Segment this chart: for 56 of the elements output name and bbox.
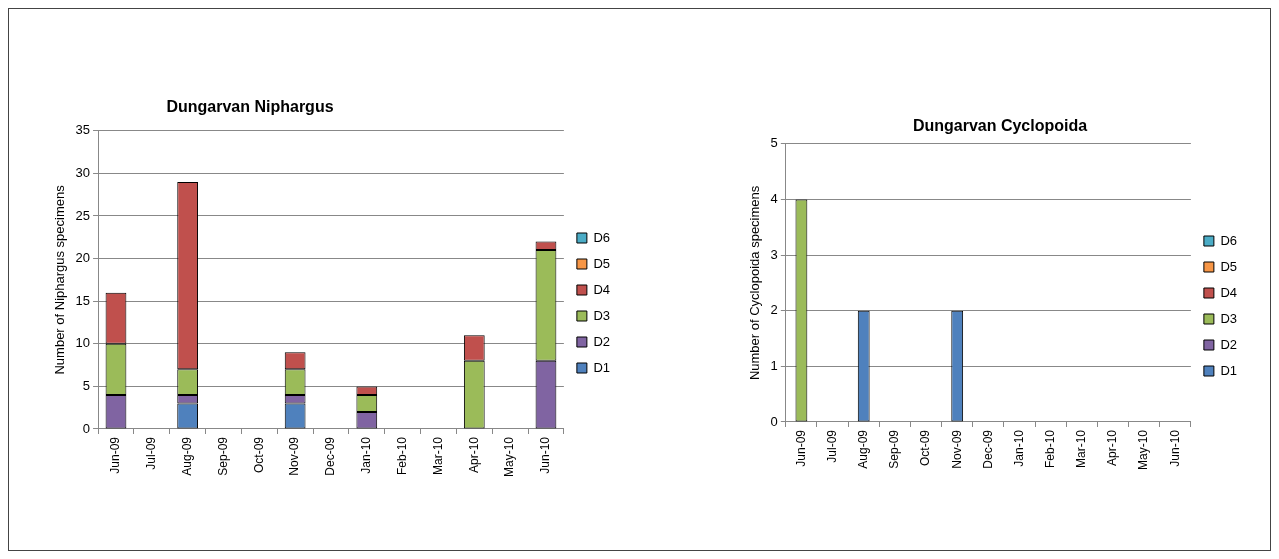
legend-label: D4 [1220,284,1238,300]
x-tick-label: Dec-09 [323,436,338,476]
y-tick-label: 20 [75,250,91,266]
x-tick-label: Mar-10 [1074,429,1089,468]
y-tick-label: 3 [770,246,778,262]
x-tick-label: Apr-10 [1105,429,1120,467]
y-tick-label: 10 [75,335,91,351]
x-tick-label: Aug-09 [179,436,194,476]
x-tick-label: May-10 [502,436,517,477]
legend-label: D4 [593,281,611,297]
y-tick-label: 35 [75,122,91,138]
legend-label: D3 [593,307,611,323]
y-tick-label: 5 [82,377,91,393]
legend-label: D3 [1220,310,1238,326]
legend-label: D6 [593,229,611,245]
x-tick-label: Jan-10 [359,436,374,474]
x-tick-label: Jul-09 [824,429,839,463]
y-tick-label: 4 [770,191,778,207]
y-tick-label: 0 [770,413,778,429]
y-axis-title: Number of Cyclopoida specimens [747,185,763,381]
x-tick-label: Jan-10 [1011,429,1026,467]
x-tick-label: Feb-10 [394,436,409,476]
x-tick-label: Jun-10 [1167,429,1182,467]
legend-label: D5 [593,255,611,271]
y-tick-label: 15 [75,292,91,308]
x-tick-label: Oct-09 [251,436,266,473]
x-tick-label: Jul-09 [144,436,159,470]
y-tick-label: 2 [770,302,778,318]
x-tick-label: Jun-09 [793,429,808,467]
legend-label: D5 [1220,258,1238,274]
x-tick-label: Jun-09 [108,436,123,474]
x-tick-label: Oct-09 [918,429,933,466]
y-axis-title: Number of Niphargus specimens [52,184,68,375]
y-tick-label: 30 [75,164,91,180]
x-tick-label: Nov-09 [949,429,964,469]
x-tick-label: Sep-09 [215,436,230,476]
chart-title: Dungarvan Cyclopoida [911,117,1089,135]
legend-label: D1 [1220,362,1238,378]
x-tick-label: Aug-09 [856,429,871,469]
x-tick-label: May-10 [1136,429,1151,470]
x-tick-label: Apr-10 [466,436,481,474]
chart-title: Dungarvan Niphargus [165,98,335,116]
x-tick-label: Jun-10 [538,436,553,474]
x-tick-label: Sep-09 [887,429,902,469]
y-tick-label: 1 [770,357,778,373]
y-tick-label: 5 [770,135,778,151]
y-tick-label: 0 [82,420,91,436]
legend-label: D1 [593,359,611,375]
legend-label: D2 [1220,336,1238,352]
x-tick-label: Feb-10 [1042,429,1057,469]
x-tick-label: Dec-09 [980,429,995,469]
y-tick-label: 25 [75,207,91,223]
legend-label: D2 [593,333,611,349]
legend-label: D6 [1220,232,1238,248]
x-tick-label: Mar-10 [430,436,445,475]
x-tick-label: Nov-09 [287,436,302,476]
